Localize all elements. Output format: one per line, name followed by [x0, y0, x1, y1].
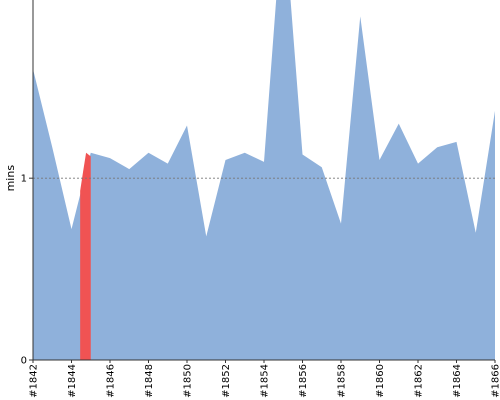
x-tick-label: #1860 [375, 364, 386, 398]
y-tick-label: 1 [21, 174, 27, 185]
x-tick-label: #1846 [106, 364, 117, 398]
duration-area-series [33, 0, 495, 360]
plot-area [33, 0, 495, 360]
x-tick-label: #1854 [260, 364, 271, 398]
x-tick-label: #1858 [337, 364, 348, 398]
highlighted-build-region[interactable] [80, 152, 91, 360]
x-tick-label: #1850 [183, 364, 194, 398]
x-tick-label: #1866 [491, 364, 500, 398]
x-tick-label: #1864 [452, 364, 463, 398]
x-tick-label: #1862 [414, 364, 425, 398]
y-axis-ticks: 01 [21, 174, 33, 367]
y-axis-label: mins [4, 165, 17, 192]
y-tick-label: 0 [21, 356, 27, 367]
x-tick-label: #1842 [29, 364, 40, 398]
x-axis-ticks: #1842 #1844 #1846 #1848 #1850 #1852 #1854 #1856… [29, 360, 500, 398]
x-tick-label: #1848 [144, 364, 155, 398]
x-tick-label: #1852 [221, 364, 232, 398]
x-tick-label: #1844 [67, 364, 78, 398]
x-tick-label: #1856 [298, 364, 309, 398]
